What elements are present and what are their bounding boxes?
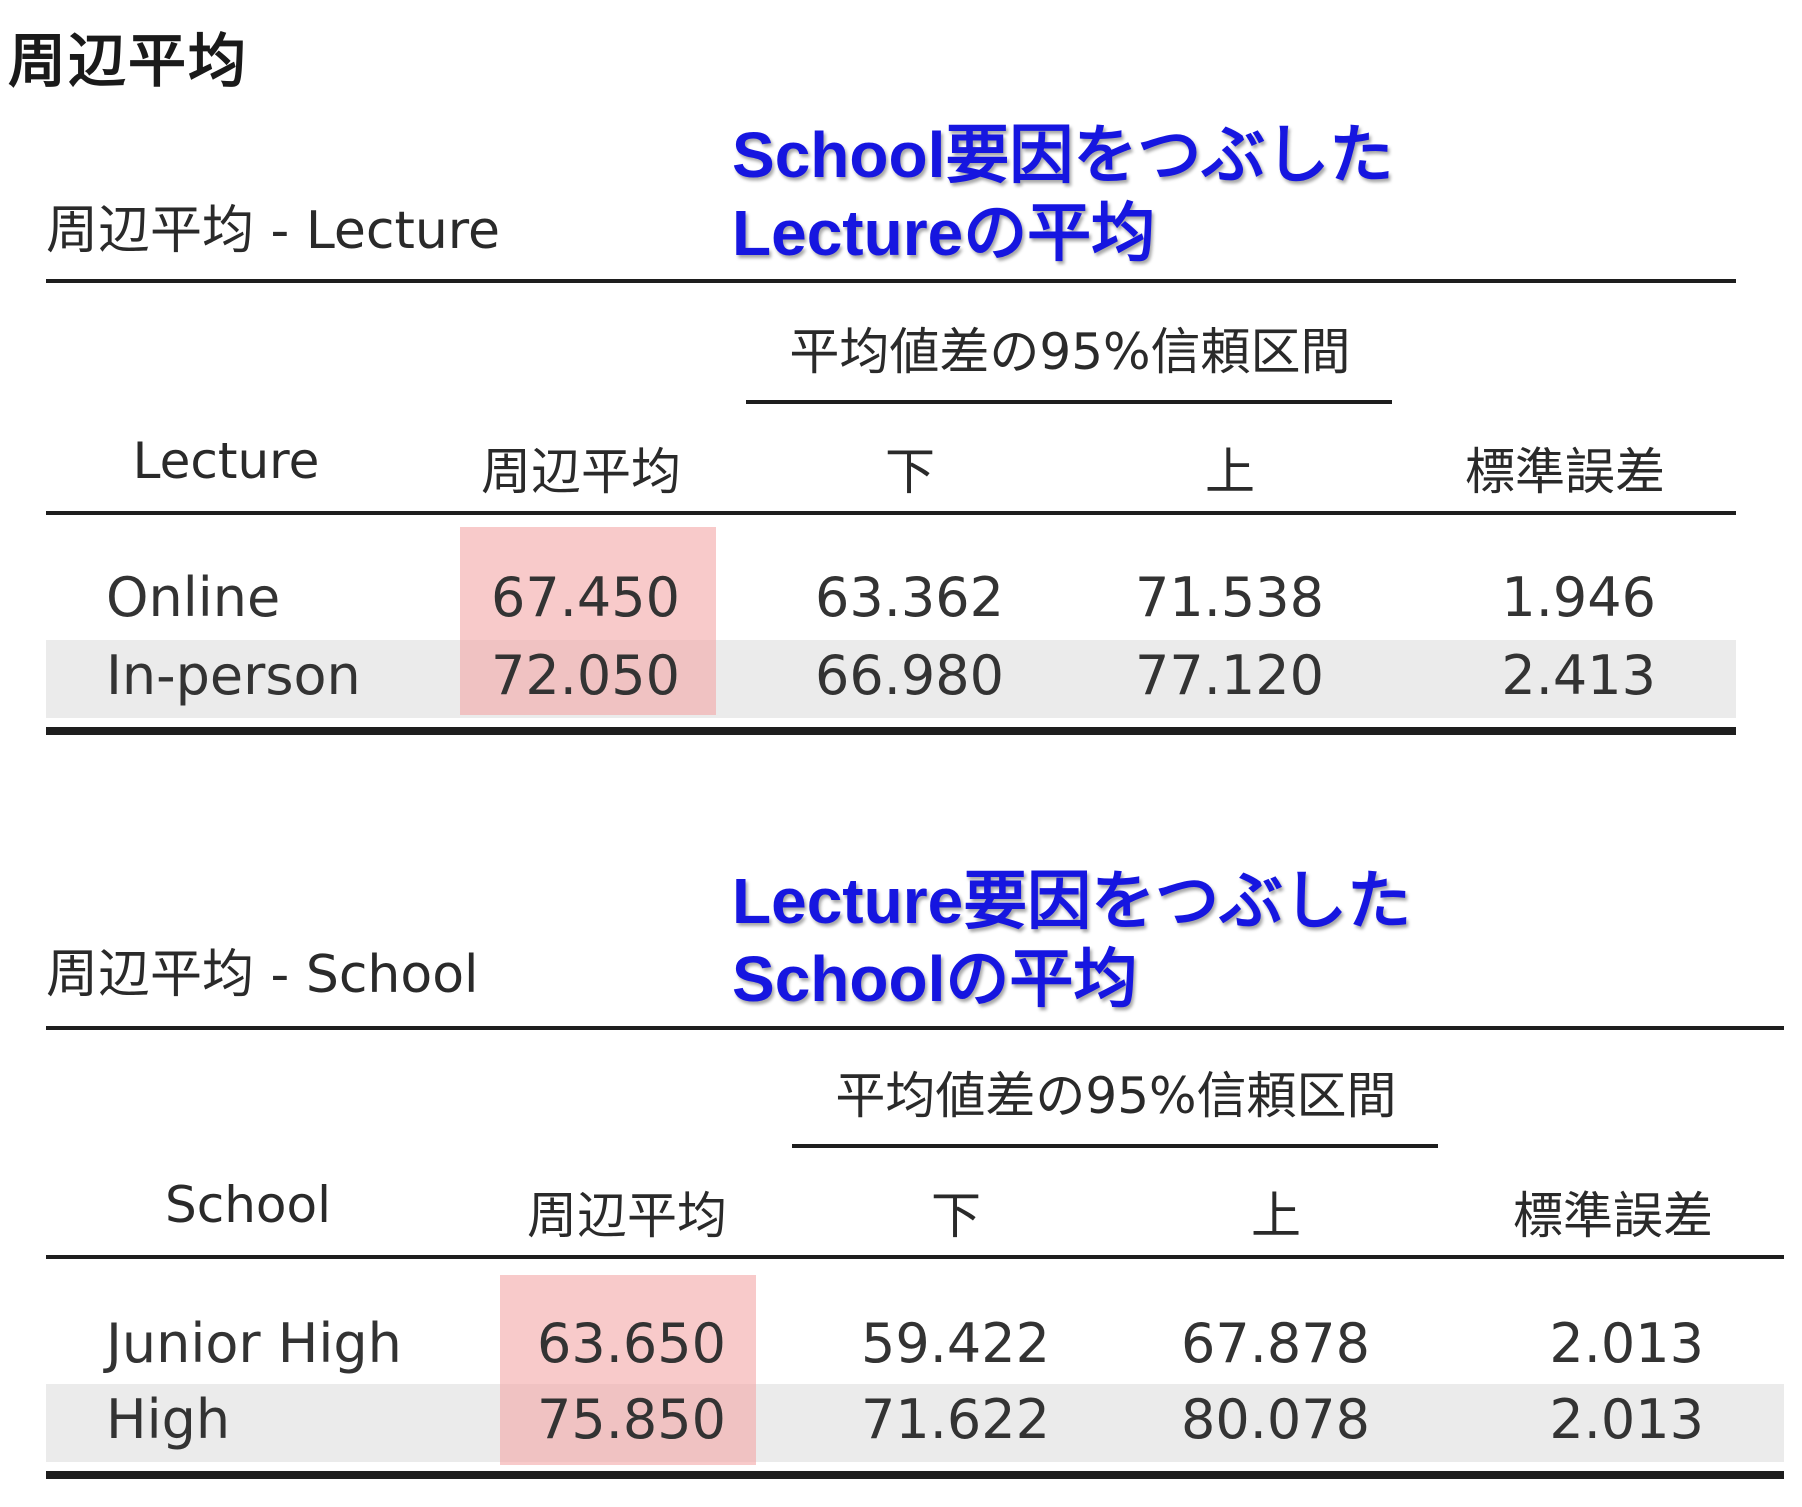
se-value: 2.013 (1549, 1388, 1704, 1451)
row-label: Junior High (106, 1312, 402, 1375)
table-title: 周辺平均 - Lecture (46, 201, 501, 261)
upper-value: 77.120 (1135, 644, 1324, 707)
upper-value: 71.538 (1135, 566, 1324, 629)
column-header-se: 標準誤差 (1465, 443, 1665, 501)
lower-value: 66.980 (815, 644, 1004, 707)
table-bottom-rule (46, 727, 1736, 735)
table-top-rule (46, 1026, 1784, 1030)
mean-value: 75.850 (537, 1388, 726, 1451)
page-title: 周辺平均 (8, 27, 249, 95)
column-header-se: 標準誤差 (1513, 1187, 1713, 1245)
annotation-line-2: Lectureの平均 (732, 197, 1156, 269)
column-header-mean: 周辺平均 (527, 1187, 727, 1245)
annotation-line-2: Schoolの平均 (732, 943, 1138, 1015)
ci-header-rule (746, 400, 1392, 404)
table-bottom-rule (46, 1471, 1784, 1479)
row-stripe (46, 640, 1736, 718)
table-top-rule (46, 279, 1736, 283)
mean-value: 63.650 (537, 1312, 726, 1375)
column-header-mean: 周辺平均 (481, 443, 681, 501)
ci-header: 平均値差の95%信頼区間 (789, 323, 1351, 381)
table-title: 周辺平均 - School (46, 945, 479, 1005)
column-header-factor: Lecture (132, 432, 320, 490)
lower-value: 59.422 (861, 1312, 1050, 1375)
se-value: 2.413 (1501, 644, 1656, 707)
row-label: Online (106, 566, 281, 629)
mean-value: 67.450 (491, 566, 680, 629)
annotation-line-1: School要因をつぶした (732, 119, 1394, 191)
row-label: In-person (106, 644, 361, 707)
mean-highlight (500, 1275, 756, 1465)
header-bottom-rule (46, 1255, 1784, 1259)
lower-value: 71.622 (861, 1388, 1050, 1451)
upper-value: 80.078 (1181, 1388, 1370, 1451)
column-header-lower: 下 (931, 1187, 981, 1245)
column-header-lower: 下 (885, 443, 935, 501)
column-header-factor: School (165, 1176, 331, 1234)
column-header-upper: 上 (1205, 443, 1255, 501)
lower-value: 63.362 (815, 566, 1004, 629)
header-bottom-rule (46, 511, 1736, 515)
row-stripe (46, 1384, 1784, 1462)
se-value: 1.946 (1501, 566, 1656, 629)
row-label: High (106, 1388, 231, 1451)
ci-header-rule (792, 1144, 1438, 1148)
mean-highlight (460, 527, 716, 715)
ci-header: 平均値差の95%信頼区間 (835, 1067, 1397, 1125)
mean-value: 72.050 (491, 644, 680, 707)
upper-value: 67.878 (1181, 1312, 1370, 1375)
annotation-line-1: Lecture要因をつぶした (732, 865, 1412, 937)
se-value: 2.013 (1549, 1312, 1704, 1375)
column-header-upper: 上 (1251, 1187, 1301, 1245)
